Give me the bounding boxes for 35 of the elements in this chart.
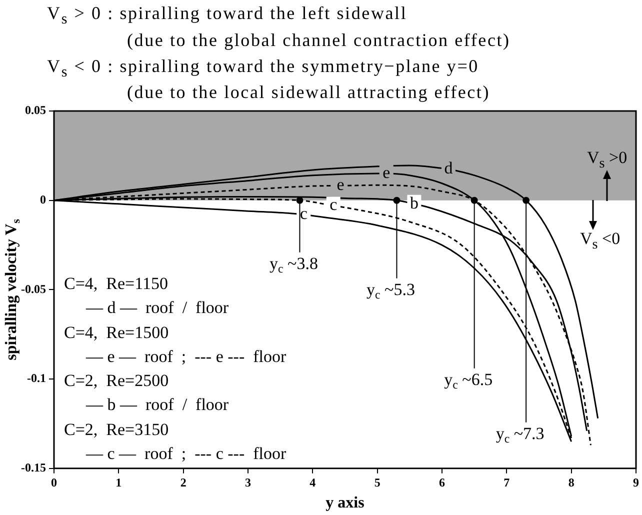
x-axis-title: y axis [326, 494, 364, 512]
x-tick-label: 9 [633, 476, 639, 490]
annotation: e [382, 163, 390, 182]
x-tick-label: 7 [504, 476, 510, 490]
y-tick-label: -0.15 [20, 460, 46, 474]
x-tick-label: 3 [244, 476, 251, 490]
y-tick-label: -0.1 [26, 371, 46, 386]
x-tick-label: 2 [180, 476, 186, 490]
y-tick-label: -0.05 [20, 282, 46, 296]
annotation: C=2, Re=2500 [64, 370, 170, 392]
annotation: — e — roof ; --- e --- floor [84, 346, 286, 368]
x-tick-label: 6 [439, 476, 445, 490]
annotation: C=4, Re=1500 [64, 322, 170, 344]
x-tick-label: 0 [50, 476, 57, 490]
y-axis-title: spiralling velocity Vs [3, 218, 23, 360]
x-tick-label: 1 [116, 476, 122, 490]
chart-title: V$_{s}$ > 0 : spiralling toward the left sidewall (due to the global channel contraction effect) [47, 3, 510, 50]
annotation: C=4, Re=1150 [64, 274, 168, 293]
annotation: C=2, Re=3150 [64, 418, 170, 441]
y-tick-label: 0 [40, 192, 46, 206]
y-tick-label: 0.05 [24, 103, 46, 118]
x-tick-label: 4 [310, 476, 316, 490]
annotation: — c — roof ; --- c --- floor [84, 443, 286, 466]
annotation: c [330, 195, 338, 214]
annotation: V$_{s}$ >0 [587, 148, 628, 172]
annotation: V$_{s}$ <0 [580, 229, 620, 254]
x-tick-label: 5 [374, 476, 380, 490]
annotation: — d — roof / floor [84, 297, 230, 320]
annotation: c [300, 204, 308, 224]
annotation: b [410, 193, 418, 212]
annotation: d [444, 158, 454, 178]
annotation: e [336, 175, 344, 194]
chart-subtitle: V$_{s}$ < 0 : spiralling toward the symmetry−plane y=0 (due to the local sidewall attracting effect) [47, 56, 492, 102]
annotation: — b — roof / floor [84, 394, 230, 416]
x-tick-label: 8 [568, 476, 574, 490]
